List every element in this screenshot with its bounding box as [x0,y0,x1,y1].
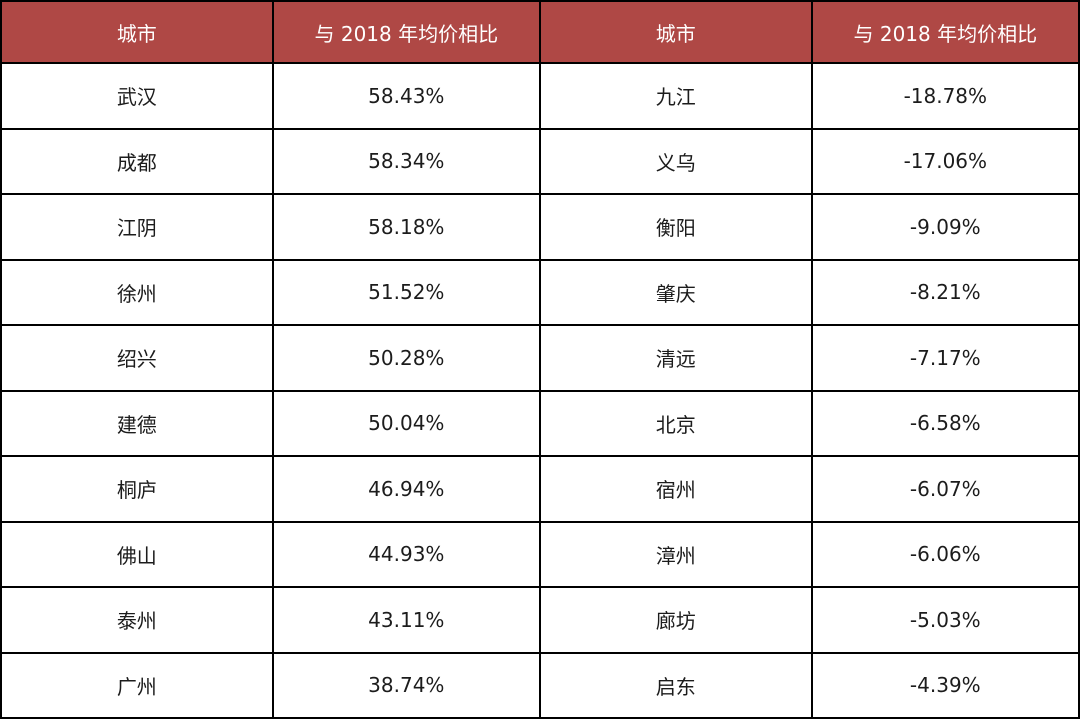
header-value-left: 与 2018 年均价相比 [271,0,541,64]
value-cell: -4.39% [810,651,1080,719]
table-row: 佛山 44.93% 漳州 -6.06% [0,520,1080,588]
value-cell: -6.58% [810,389,1080,457]
city-cell: 义乌 [538,127,813,195]
value-cell: 43.11% [271,586,541,654]
value-cell: 50.04% [271,389,541,457]
city-cell: 启东 [538,651,813,719]
city-cell: 清远 [538,324,813,392]
value-cell: -18.78% [810,62,1080,130]
value-cell: -7.17% [810,324,1080,392]
city-cell: 泰州 [0,586,274,654]
value-cell: 58.18% [271,193,541,261]
city-cell: 漳州 [538,520,813,588]
value-cell: 38.74% [271,651,541,719]
city-cell: 武汉 [0,62,274,130]
table-row: 江阴 58.18% 衡阳 -9.09% [0,193,1080,261]
header-city-left: 城市 [0,0,274,64]
table-row: 桐庐 46.94% 宿州 -6.07% [0,455,1080,523]
table-body: 武汉 58.43% 九江 -18.78% 成都 58.34% 义乌 -17.06… [0,62,1080,719]
value-cell: 50.28% [271,324,541,392]
value-cell: -6.06% [810,520,1080,588]
table-row: 泰州 43.11% 廊坊 -5.03% [0,586,1080,654]
value-cell: -9.09% [810,193,1080,261]
value-cell: -8.21% [810,258,1080,326]
table-header: 城市 与 2018 年均价相比 城市 与 2018 年均价相比 [0,0,1080,64]
city-cell: 桐庐 [0,455,274,523]
city-cell: 绍兴 [0,324,274,392]
table-row: 武汉 58.43% 九江 -18.78% [0,62,1080,130]
city-cell: 佛山 [0,520,274,588]
table-row: 建德 50.04% 北京 -6.58% [0,389,1080,457]
value-cell: -5.03% [810,586,1080,654]
table-row: 绍兴 50.28% 清远 -7.17% [0,324,1080,392]
value-cell: 51.52% [271,258,541,326]
city-cell: 徐州 [0,258,274,326]
city-cell: 九江 [538,62,813,130]
value-cell: -6.07% [810,455,1080,523]
table-row: 成都 58.34% 义乌 -17.06% [0,127,1080,195]
city-cell: 廊坊 [538,586,813,654]
city-cell: 北京 [538,389,813,457]
header-row: 城市 与 2018 年均价相比 城市 与 2018 年均价相比 [0,0,1080,64]
city-cell: 成都 [0,127,274,195]
value-cell: 44.93% [271,520,541,588]
table-row: 广州 38.74% 启东 -4.39% [0,651,1080,719]
city-cell: 江阴 [0,193,274,261]
value-cell: 58.34% [271,127,541,195]
city-cell: 衡阳 [538,193,813,261]
value-cell: 46.94% [271,455,541,523]
city-cell: 广州 [0,651,274,719]
header-value-right: 与 2018 年均价相比 [810,0,1080,64]
city-cell: 肇庆 [538,258,813,326]
value-cell: 58.43% [271,62,541,130]
city-cell: 宿州 [538,455,813,523]
value-cell: -17.06% [810,127,1080,195]
city-cell: 建德 [0,389,274,457]
table-row: 徐州 51.52% 肇庆 -8.21% [0,258,1080,326]
header-city-right: 城市 [538,0,813,64]
